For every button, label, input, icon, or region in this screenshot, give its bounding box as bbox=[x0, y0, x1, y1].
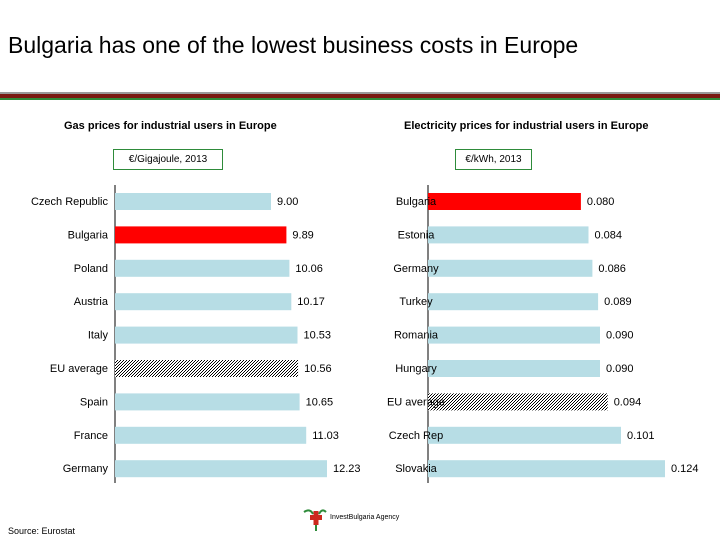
electricity-bar bbox=[428, 393, 608, 411]
electricity-value-label: 0.089 bbox=[604, 296, 632, 308]
gas-value-label: 10.17 bbox=[297, 296, 325, 308]
gas-value-label: 11.03 bbox=[312, 430, 339, 442]
gas-value-label: 10.06 bbox=[295, 263, 323, 275]
electricity-category-label: EU average bbox=[387, 396, 445, 408]
electricity-category-label: Germany bbox=[393, 263, 439, 275]
electricity-category-label: Turkey bbox=[399, 296, 433, 308]
gas-bar bbox=[115, 259, 290, 277]
gas-bar bbox=[115, 226, 287, 244]
gas-category-label: Spain bbox=[80, 396, 108, 408]
gas-value-label: 12.23 bbox=[333, 463, 361, 475]
gas-value-label: 9.89 bbox=[292, 229, 313, 241]
gas-category-label: EU average bbox=[50, 363, 108, 375]
electricity-bar bbox=[428, 226, 589, 244]
electricity-category-label: Slovakia bbox=[395, 463, 437, 475]
source-note: Source: Eurostat bbox=[8, 526, 76, 536]
gas-bar bbox=[115, 293, 292, 311]
title-divider-green bbox=[0, 98, 720, 100]
gas-value-label: 10.65 bbox=[306, 396, 334, 408]
gas-bar bbox=[115, 426, 307, 444]
gas-bar bbox=[115, 360, 299, 377]
gas-category-label: Poland bbox=[74, 263, 108, 275]
electricity-bar bbox=[428, 293, 599, 311]
logo-text: InvestBulgaria Agency bbox=[330, 514, 400, 521]
gas-value-label: 9.00 bbox=[277, 196, 298, 208]
gas-value-label: 10.53 bbox=[304, 330, 332, 342]
electricity-chart-title: Electricity prices for industrial users … bbox=[404, 120, 649, 132]
electricity-value-label: 0.090 bbox=[606, 363, 634, 375]
gas-category-label: Czech Republic bbox=[31, 196, 109, 208]
electricity-bar bbox=[428, 193, 581, 210]
electricity-category-label: Bulgaria bbox=[396, 196, 437, 208]
electricity-category-label: Estonia bbox=[398, 229, 436, 241]
gas-category-label: Germany bbox=[63, 463, 109, 475]
gas-value-label: 10.56 bbox=[304, 363, 332, 375]
electricity-value-label: 0.090 bbox=[606, 330, 634, 342]
electricity-category-label: Romania bbox=[394, 330, 439, 342]
electricity-category-label: Czech Rep bbox=[389, 430, 443, 442]
gas-bar bbox=[115, 460, 327, 478]
electricity-bar bbox=[428, 426, 621, 444]
gas-chart-title: Gas prices for industrial users in Europ… bbox=[64, 120, 277, 132]
electricity-value-label: 0.086 bbox=[598, 263, 626, 275]
electricity-bar bbox=[428, 259, 593, 277]
electricity-value-label: 0.084 bbox=[595, 229, 623, 241]
electricity-bar bbox=[428, 326, 600, 344]
gas-unit-label: €/Gigajoule, 2013 bbox=[113, 149, 223, 170]
cross-plant-logo-icon bbox=[303, 509, 327, 531]
electricity-bar bbox=[428, 360, 600, 377]
title-divider-accent bbox=[0, 94, 720, 98]
electricity-value-label: 0.080 bbox=[587, 196, 615, 208]
gas-category-label: Italy bbox=[88, 330, 109, 342]
electricity-bar bbox=[428, 460, 665, 478]
gas-bar bbox=[115, 193, 271, 210]
electricity-value-label: 0.101 bbox=[627, 430, 655, 442]
electricity-category-label: Hungary bbox=[395, 363, 437, 375]
gas-category-label: Bulgaria bbox=[68, 229, 109, 241]
gas-bar bbox=[115, 393, 300, 411]
gas-category-label: Austria bbox=[74, 296, 109, 308]
slide-title: Bulgaria has one of the lowest business … bbox=[8, 32, 579, 58]
gas-category-label: France bbox=[74, 430, 108, 442]
title-divider bbox=[0, 92, 720, 94]
electricity-unit-label: €/kWh, 2013 bbox=[455, 149, 532, 170]
gas-bar bbox=[115, 326, 298, 344]
electricity-value-label: 0.094 bbox=[614, 396, 642, 408]
electricity-value-label: 0.124 bbox=[671, 463, 699, 475]
